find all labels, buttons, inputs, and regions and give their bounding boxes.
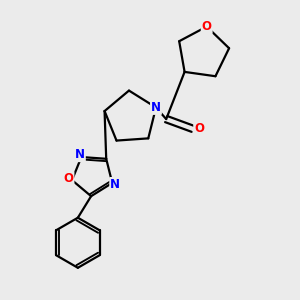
Text: N: N: [151, 101, 161, 114]
Text: N: N: [75, 148, 85, 161]
Text: O: O: [64, 172, 74, 185]
Text: O: O: [202, 20, 212, 33]
Text: N: N: [110, 178, 120, 191]
Text: O: O: [194, 122, 204, 135]
